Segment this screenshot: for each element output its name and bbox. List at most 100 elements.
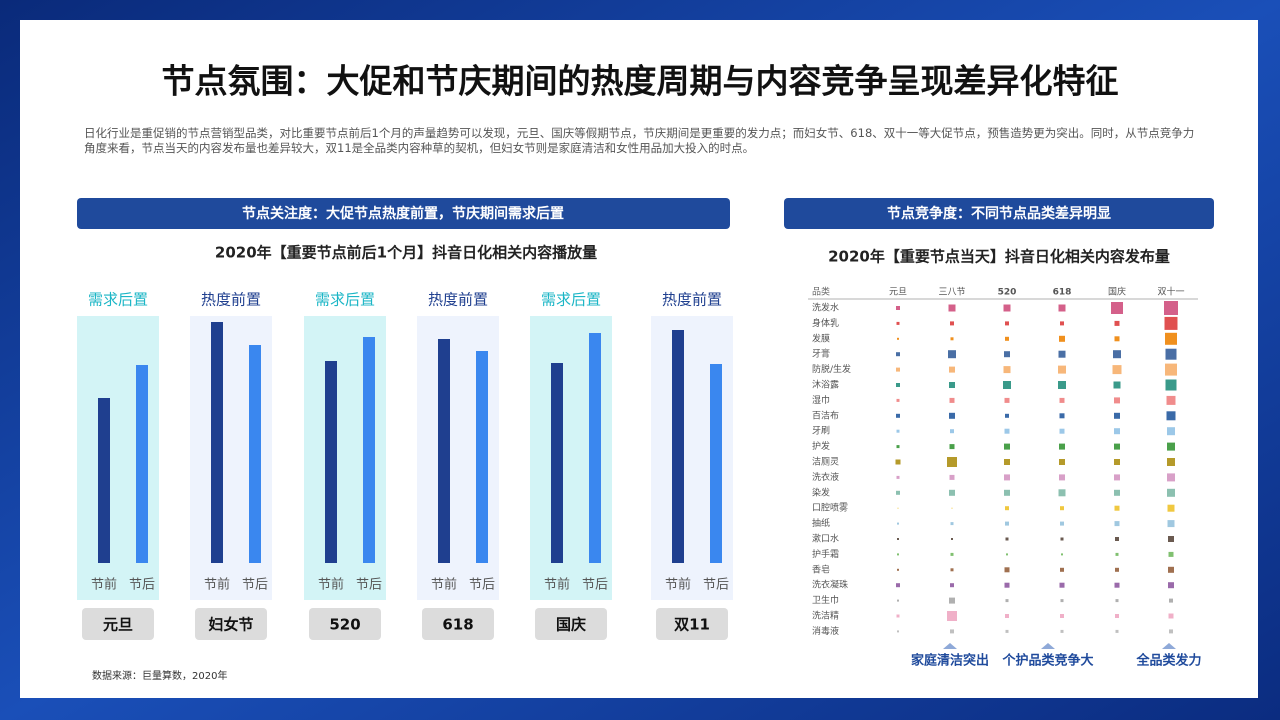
cell-square bbox=[1115, 599, 1119, 603]
cell-square bbox=[947, 457, 957, 467]
row-label: 发膜 bbox=[812, 332, 830, 344]
cell-square bbox=[1005, 521, 1009, 526]
group-label: 热度前置 bbox=[428, 291, 488, 309]
cell-square bbox=[948, 350, 956, 359]
row-label: 沐浴露 bbox=[812, 379, 839, 391]
arrow bbox=[1162, 643, 1176, 649]
cell-square bbox=[1113, 350, 1121, 359]
row-label: 百洁布 bbox=[812, 409, 839, 421]
cell-square bbox=[949, 366, 955, 373]
cell-square bbox=[1058, 304, 1066, 312]
cell-square bbox=[1003, 381, 1011, 389]
cell-square bbox=[896, 583, 900, 588]
cell-square bbox=[1114, 412, 1120, 419]
series-label: 节后 bbox=[582, 578, 608, 593]
cell-square bbox=[897, 630, 899, 633]
bar bbox=[211, 322, 223, 563]
category-box bbox=[535, 608, 607, 640]
cell-square bbox=[1114, 428, 1120, 435]
cell-square bbox=[1059, 413, 1065, 419]
cell-square bbox=[1006, 553, 1008, 556]
left-heading: 节点关注度：大促节点热度前置，节庆期间需求后置 bbox=[242, 205, 564, 222]
cell-square bbox=[1004, 582, 1010, 588]
series-label: 节后 bbox=[242, 578, 268, 593]
group-label: 需求后置 bbox=[88, 291, 148, 309]
cell-square bbox=[896, 352, 900, 357]
category-label: 元旦 bbox=[103, 616, 133, 634]
row-label: 护发 bbox=[812, 440, 830, 452]
column-label: 双十一 bbox=[1157, 286, 1184, 298]
cell-square bbox=[1167, 458, 1175, 466]
cell-square bbox=[897, 337, 899, 340]
cell-square bbox=[897, 538, 899, 540]
series-label: 节后 bbox=[703, 578, 729, 593]
cell-square bbox=[1060, 567, 1064, 572]
cell-square bbox=[1115, 629, 1119, 633]
group-label: 需求后置 bbox=[541, 291, 601, 309]
column-label: 元旦 bbox=[889, 287, 907, 298]
cell-square bbox=[1166, 411, 1176, 421]
cell-square bbox=[1168, 613, 1174, 619]
cell-square bbox=[950, 321, 954, 326]
bar bbox=[98, 398, 110, 563]
cell-square bbox=[949, 382, 955, 388]
left-heading-bg bbox=[77, 198, 730, 229]
cell-square bbox=[1005, 321, 1009, 326]
cell-square bbox=[1115, 567, 1119, 572]
cell-square bbox=[1167, 504, 1175, 512]
cell-square bbox=[1005, 599, 1009, 603]
cell-square bbox=[950, 337, 954, 341]
row-label: 洗发水 bbox=[812, 302, 839, 314]
cell-square bbox=[897, 522, 899, 525]
cell-square bbox=[1111, 302, 1123, 314]
right-heading: 节点竞争度：不同节点品类差异明显 bbox=[887, 205, 1111, 222]
cell-square bbox=[950, 552, 954, 556]
cell-square bbox=[950, 429, 954, 434]
series-label: 节后 bbox=[356, 578, 382, 593]
right-heading-bg bbox=[784, 198, 1214, 229]
cell-square bbox=[948, 304, 956, 312]
cell-square bbox=[1114, 582, 1120, 588]
cell-square bbox=[1168, 582, 1174, 589]
cell-square bbox=[1060, 629, 1064, 633]
category-label: 618 bbox=[442, 616, 473, 634]
cell-square bbox=[896, 490, 900, 495]
cell-square bbox=[1003, 304, 1011, 312]
row-header: 品类 bbox=[812, 286, 830, 298]
category-box bbox=[309, 608, 381, 640]
cell-square bbox=[896, 413, 900, 418]
cell-square bbox=[1114, 336, 1120, 342]
arrow bbox=[943, 643, 957, 649]
cell-square bbox=[1059, 474, 1065, 481]
cell-square bbox=[1167, 520, 1175, 528]
cell-square bbox=[1058, 365, 1066, 374]
intro: 日化行业是重促销的节点营销型品类，对比重要节点前后1个月的声量趋势可以发现，元旦… bbox=[84, 126, 1195, 155]
row-label: 洁厕灵 bbox=[812, 456, 839, 468]
series-label: 节前 bbox=[665, 577, 691, 593]
row-label: 牙膏 bbox=[812, 348, 830, 360]
cell-square bbox=[896, 321, 900, 325]
row-label: 洗衣凝珠 bbox=[812, 579, 848, 591]
cell-square bbox=[897, 568, 899, 571]
row-label: 卫生巾 bbox=[812, 594, 839, 606]
cell-square bbox=[949, 397, 955, 403]
row-label: 牙刷 bbox=[812, 426, 830, 437]
cell-square bbox=[1168, 551, 1174, 557]
column-label: 520 bbox=[998, 288, 1017, 298]
cell-square bbox=[1167, 488, 1175, 497]
cell-square bbox=[1115, 614, 1119, 618]
row-label: 洗衣液 bbox=[812, 471, 839, 483]
category-box bbox=[656, 608, 728, 640]
cell-square bbox=[895, 459, 901, 465]
bar bbox=[672, 330, 684, 563]
cell-square bbox=[1003, 366, 1011, 374]
cell-square bbox=[1114, 474, 1120, 481]
cell-square bbox=[1060, 537, 1064, 541]
annotation: 个护品类竞争大 bbox=[1001, 653, 1093, 669]
row-label: 消毒液 bbox=[812, 625, 839, 637]
row-label: 染发 bbox=[812, 486, 830, 498]
cell-square bbox=[1165, 348, 1177, 360]
row-label: 湿巾 bbox=[812, 394, 830, 406]
category-label: 妇女节 bbox=[207, 616, 253, 634]
cell-square bbox=[1059, 428, 1065, 434]
